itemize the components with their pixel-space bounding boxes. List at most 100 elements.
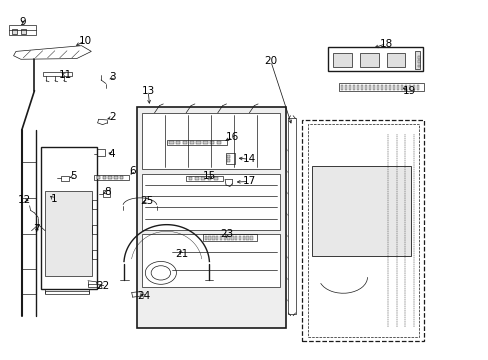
Bar (364, 85, 366, 90)
Bar (348, 85, 350, 90)
Bar (287, 118, 295, 314)
Bar (416, 85, 418, 90)
Bar (344, 85, 346, 90)
Bar (189, 141, 194, 144)
Bar (311, 166, 410, 256)
Text: 25: 25 (141, 197, 154, 206)
Bar (102, 190, 110, 197)
Bar (227, 159, 230, 162)
Bar (216, 141, 221, 144)
Text: 23: 23 (220, 229, 233, 239)
Bar (120, 176, 123, 179)
Bar (208, 236, 210, 240)
Bar (203, 234, 256, 241)
Bar (238, 236, 241, 240)
Bar (92, 225, 97, 234)
Text: 21: 21 (175, 249, 188, 259)
Bar (386, 53, 405, 67)
Text: 12: 12 (18, 195, 31, 205)
Bar (142, 174, 279, 230)
Bar (376, 85, 378, 90)
Bar (212, 236, 214, 240)
Bar (92, 200, 97, 208)
Bar (235, 236, 237, 240)
Bar (417, 64, 419, 67)
Bar (223, 236, 225, 240)
Text: 18: 18 (379, 39, 392, 49)
Text: 6: 6 (129, 166, 136, 176)
Bar (404, 85, 406, 90)
Bar (307, 124, 418, 337)
Bar (88, 284, 99, 287)
Bar (207, 177, 211, 180)
Bar (227, 155, 230, 158)
Text: 24: 24 (138, 291, 151, 301)
Bar (388, 85, 390, 90)
Bar (412, 85, 414, 90)
Text: 10: 10 (78, 36, 91, 46)
Bar (225, 153, 234, 163)
Bar (352, 85, 354, 90)
Bar (400, 85, 402, 90)
Text: 14: 14 (242, 154, 255, 164)
Bar (166, 140, 227, 145)
Text: 5: 5 (70, 171, 77, 181)
Bar (360, 85, 363, 90)
Bar (396, 85, 398, 90)
Bar (108, 176, 112, 179)
Bar (45, 191, 92, 276)
Bar (380, 85, 382, 90)
Bar (136, 108, 286, 328)
Bar (246, 236, 248, 240)
Text: 8: 8 (104, 187, 110, 197)
Bar (188, 177, 192, 180)
Bar (227, 236, 229, 240)
Bar (21, 29, 26, 33)
Bar (102, 176, 106, 179)
Bar (417, 60, 419, 63)
Bar (231, 236, 233, 240)
Bar (41, 147, 97, 289)
Bar (213, 177, 217, 180)
Bar (356, 85, 358, 90)
Bar (186, 176, 222, 181)
Text: 20: 20 (264, 56, 277, 66)
Text: 11: 11 (59, 69, 72, 80)
Bar (169, 141, 173, 144)
Bar (368, 85, 370, 90)
Bar (392, 85, 394, 90)
Bar (61, 176, 69, 181)
Bar (203, 141, 207, 144)
Bar (94, 175, 128, 180)
Bar (97, 149, 105, 157)
Bar (301, 120, 424, 342)
Bar (372, 85, 374, 90)
Text: 1: 1 (50, 194, 57, 204)
Bar (195, 177, 199, 180)
Bar (196, 141, 201, 144)
Text: 17: 17 (242, 176, 255, 186)
Bar (216, 236, 218, 240)
Bar (219, 236, 222, 240)
Bar (12, 29, 17, 33)
Bar (327, 47, 422, 71)
Bar (242, 236, 244, 240)
Bar (114, 176, 117, 179)
Text: 7: 7 (34, 224, 40, 234)
Bar (92, 249, 97, 258)
Bar (97, 176, 100, 179)
Bar (183, 141, 187, 144)
Bar (339, 83, 424, 91)
Text: 3: 3 (109, 72, 115, 82)
Bar (45, 291, 89, 294)
Text: 9: 9 (20, 17, 26, 27)
Bar (250, 236, 252, 240)
Bar (384, 85, 386, 90)
Text: 2: 2 (109, 112, 115, 122)
Bar (407, 85, 410, 90)
Bar (142, 234, 279, 287)
Bar (209, 141, 214, 144)
Text: 19: 19 (403, 86, 416, 96)
Bar (360, 53, 378, 67)
Bar (414, 51, 419, 69)
